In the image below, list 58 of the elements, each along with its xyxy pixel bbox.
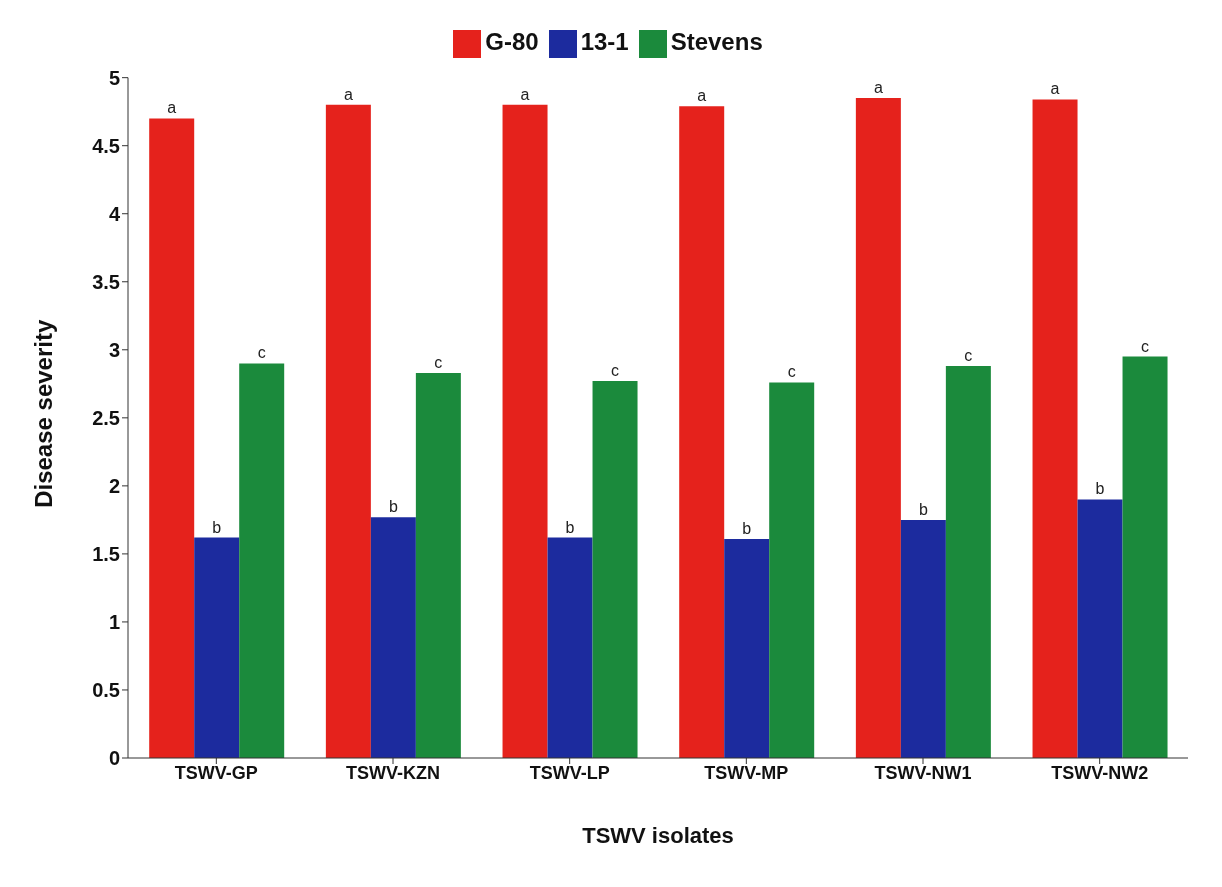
data-label: c [257,344,266,362]
legend-label: Stevens [670,28,763,55]
data-label: c [434,353,443,371]
bar [502,104,548,758]
x-tick-label: TSWV-NW2 [1051,762,1149,783]
data-label: a [520,85,530,103]
legend-label: 13-1 [580,28,629,55]
data-label: c [787,363,796,381]
data-label: c [964,347,973,365]
x-tick-label: TSWV-LP [529,762,610,783]
bar [370,517,416,758]
x-tick-label: TSWV-KZN [346,762,440,783]
bar [325,104,371,758]
bar [855,98,901,758]
y-tick-label: 3.5 [92,270,120,293]
x-tick-label: TSWV-MP [704,762,789,783]
data-label: b [1095,480,1105,498]
bar [415,372,461,758]
y-tick-label: 1.5 [92,543,120,565]
x-axis-title: TSWV isolates [582,823,734,848]
data-label: b [918,500,928,518]
data-label: a [873,79,883,97]
bar [1032,99,1078,758]
data-label: c [1141,337,1150,355]
data-label: a [343,85,353,103]
data-label: c [611,362,620,380]
bar [592,381,638,758]
x-tick-label: TSWV-NW1 [874,762,972,783]
data-label: b [388,498,398,516]
y-axis-title: Disease severity [29,319,57,508]
y-tick-label: 2 [108,474,120,497]
y-tick-label: 0.5 [92,679,120,702]
legend-label: G-80 [485,28,539,55]
y-tick-label: 1 [108,611,120,634]
bar [1077,499,1123,758]
data-label: b [565,518,575,536]
bar [1122,356,1168,758]
bar [239,363,285,758]
bar [769,382,815,758]
bar [724,538,770,758]
data-label: a [697,87,707,105]
bar [194,537,240,758]
bar [547,537,593,758]
data-label: a [1050,80,1060,98]
y-tick-label: 4 [108,202,121,225]
data-label: a [167,99,177,117]
x-tick-label: TSWV-GP [174,762,258,783]
bar [945,366,991,758]
bar [900,519,946,758]
y-tick-label: 4.5 [92,134,120,157]
y-tick-label: 5 [108,66,120,89]
y-tick-label: 3 [108,338,120,361]
y-tick-label: 2.5 [92,406,120,429]
data-label: b [212,518,222,536]
data-label: b [742,519,752,537]
bar [149,118,195,758]
bar [679,106,725,758]
y-tick-label: 0 [108,747,120,770]
